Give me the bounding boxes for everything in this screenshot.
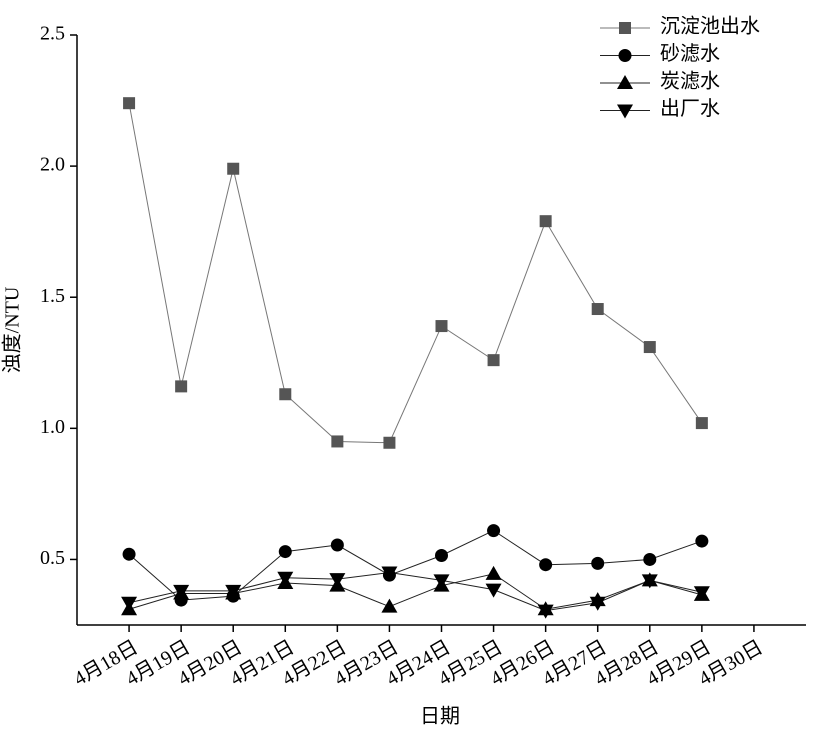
data-point [330, 538, 344, 552]
data-point [693, 586, 710, 601]
data-point [539, 215, 552, 228]
data-point [331, 435, 344, 448]
y-tick-label: 1.5 [40, 285, 65, 307]
data-point [329, 573, 346, 588]
legend-label: 砂滤水 [660, 42, 720, 65]
legend-label: 沉淀池出水 [660, 15, 760, 38]
series-line [128, 103, 703, 444]
data-point [381, 598, 398, 613]
legend-marker [618, 49, 632, 62]
data-point [278, 545, 292, 559]
data-point [277, 571, 294, 586]
data-point [435, 549, 448, 563]
data-point [279, 388, 292, 401]
data-point [121, 596, 138, 611]
data-point [383, 436, 396, 449]
legend-label: 出厂水 [660, 97, 720, 120]
series-line [128, 573, 702, 610]
legend-label: 炭滤水 [660, 70, 720, 93]
data-point [641, 574, 658, 589]
data-point [589, 596, 606, 611]
series-line [128, 530, 703, 601]
data-point [435, 320, 448, 333]
data-point [591, 303, 604, 316]
data-point [122, 547, 136, 561]
legend-marker [619, 22, 631, 34]
series-line [128, 572, 702, 612]
legend-marker [617, 104, 633, 119]
y-tick-label: 0.5 [40, 547, 65, 569]
data-point [695, 417, 708, 430]
data-point [381, 566, 398, 581]
data-point [433, 574, 450, 589]
y-tick-label: 2.0 [40, 154, 65, 176]
data-point [643, 552, 657, 566]
data-point [173, 584, 190, 599]
y-tick-label: 1.0 [40, 416, 65, 438]
data-point [487, 354, 500, 367]
y-axis-label: 浊度/NTU [1, 286, 24, 373]
data-point [537, 604, 554, 619]
data-point [123, 97, 136, 110]
data-point [695, 534, 709, 548]
legend-marker [617, 75, 633, 89]
data-point [227, 162, 240, 175]
data-point [539, 558, 553, 572]
x-axis-label: 日期 [420, 706, 460, 728]
data-point [225, 584, 242, 599]
data-point [591, 556, 605, 570]
y-tick-label: 2.5 [40, 23, 65, 45]
data-point [175, 380, 188, 393]
data-point [485, 583, 502, 598]
data-point [643, 341, 656, 354]
data-point [485, 565, 502, 580]
data-point [487, 524, 501, 538]
